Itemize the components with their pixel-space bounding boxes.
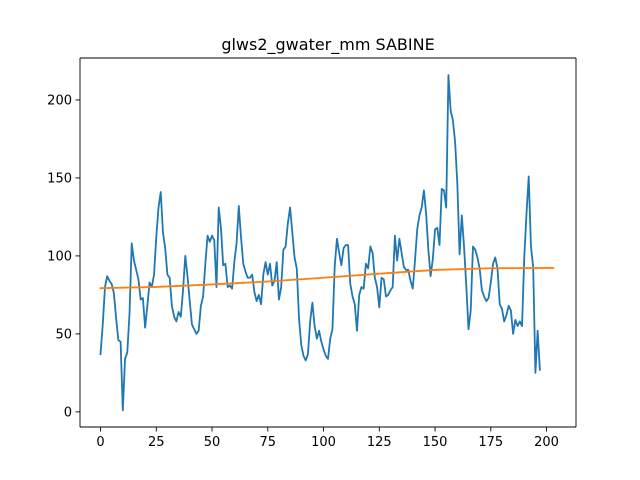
chart-title: glws2_gwater_mm SABINE bbox=[221, 35, 434, 55]
x-tick-label: 0 bbox=[96, 435, 104, 450]
x-tick-label: 75 bbox=[260, 435, 277, 450]
axes-layer: 0 25 50 75 100 125 150 175 200 0 50 100 150 200 bbox=[47, 57, 577, 450]
plot-background bbox=[80, 58, 576, 427]
series-line-1 bbox=[99, 74, 541, 412]
y-tick-label: 200 bbox=[47, 93, 72, 108]
series-line-2 bbox=[99, 267, 555, 290]
x-tick-label: 25 bbox=[148, 435, 165, 450]
y-tick-label: 150 bbox=[47, 171, 72, 186]
x-tick-label: 200 bbox=[534, 435, 559, 450]
plot-area bbox=[80, 58, 576, 427]
y-tick-label: 100 bbox=[47, 249, 72, 264]
x-tick-label: 50 bbox=[204, 435, 221, 450]
series-layer bbox=[99, 74, 555, 412]
x-tick-label: 150 bbox=[423, 435, 448, 450]
x-tick-label: 175 bbox=[478, 435, 503, 450]
x-tick-label: 100 bbox=[311, 435, 336, 450]
y-tick-label: 50 bbox=[55, 327, 72, 342]
y-tick-label: 0 bbox=[64, 405, 72, 420]
x-tick-label: 125 bbox=[367, 435, 392, 450]
